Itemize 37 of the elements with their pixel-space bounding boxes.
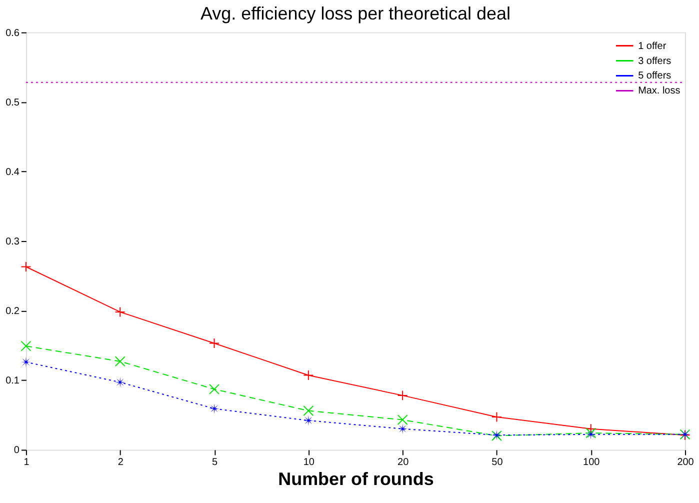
y-tick-label: 0.1	[6, 376, 20, 387]
y-tick-label: 0.4	[6, 166, 20, 178]
point	[209, 338, 220, 349]
point	[397, 424, 408, 434]
point	[20, 262, 32, 272]
point	[397, 414, 408, 426]
x-tick-label: 2	[118, 457, 124, 468]
legend-label: Max. loss	[638, 86, 680, 97]
x-tick-label: 5	[212, 457, 218, 468]
x-tick-label: 1	[24, 457, 30, 468]
legend-label: 5 offers	[638, 70, 672, 82]
x-tick-label: 20	[398, 457, 410, 468]
point	[303, 406, 314, 416]
point	[20, 356, 32, 368]
x-tick-label: 50	[492, 457, 504, 468]
x-axis-title: Number of rounds	[278, 469, 434, 490]
point	[114, 306, 126, 318]
point	[303, 370, 314, 381]
point	[114, 356, 126, 367]
y-tick-label: 0.5	[6, 97, 20, 108]
point	[397, 390, 408, 401]
legend-label: 1 offer	[638, 40, 667, 52]
point	[209, 403, 220, 414]
y-tick-label: 0.2	[6, 306, 20, 318]
y-tick-label: 0	[14, 445, 20, 456]
y-tick-label: 0.3	[6, 236, 20, 248]
y-tick-label: 0.6	[6, 28, 20, 39]
point	[491, 412, 502, 422]
point	[114, 376, 126, 388]
point	[209, 384, 220, 394]
point	[303, 415, 314, 426]
point	[20, 340, 32, 352]
x-tick-label: 100	[583, 457, 600, 468]
x-tick-label: 10	[303, 457, 315, 468]
x-tick-label: 200	[677, 457, 694, 468]
chart-title: Avg. efficiency loss per theoretical deal	[200, 3, 510, 24]
legend-label: 3 offers	[638, 56, 672, 67]
